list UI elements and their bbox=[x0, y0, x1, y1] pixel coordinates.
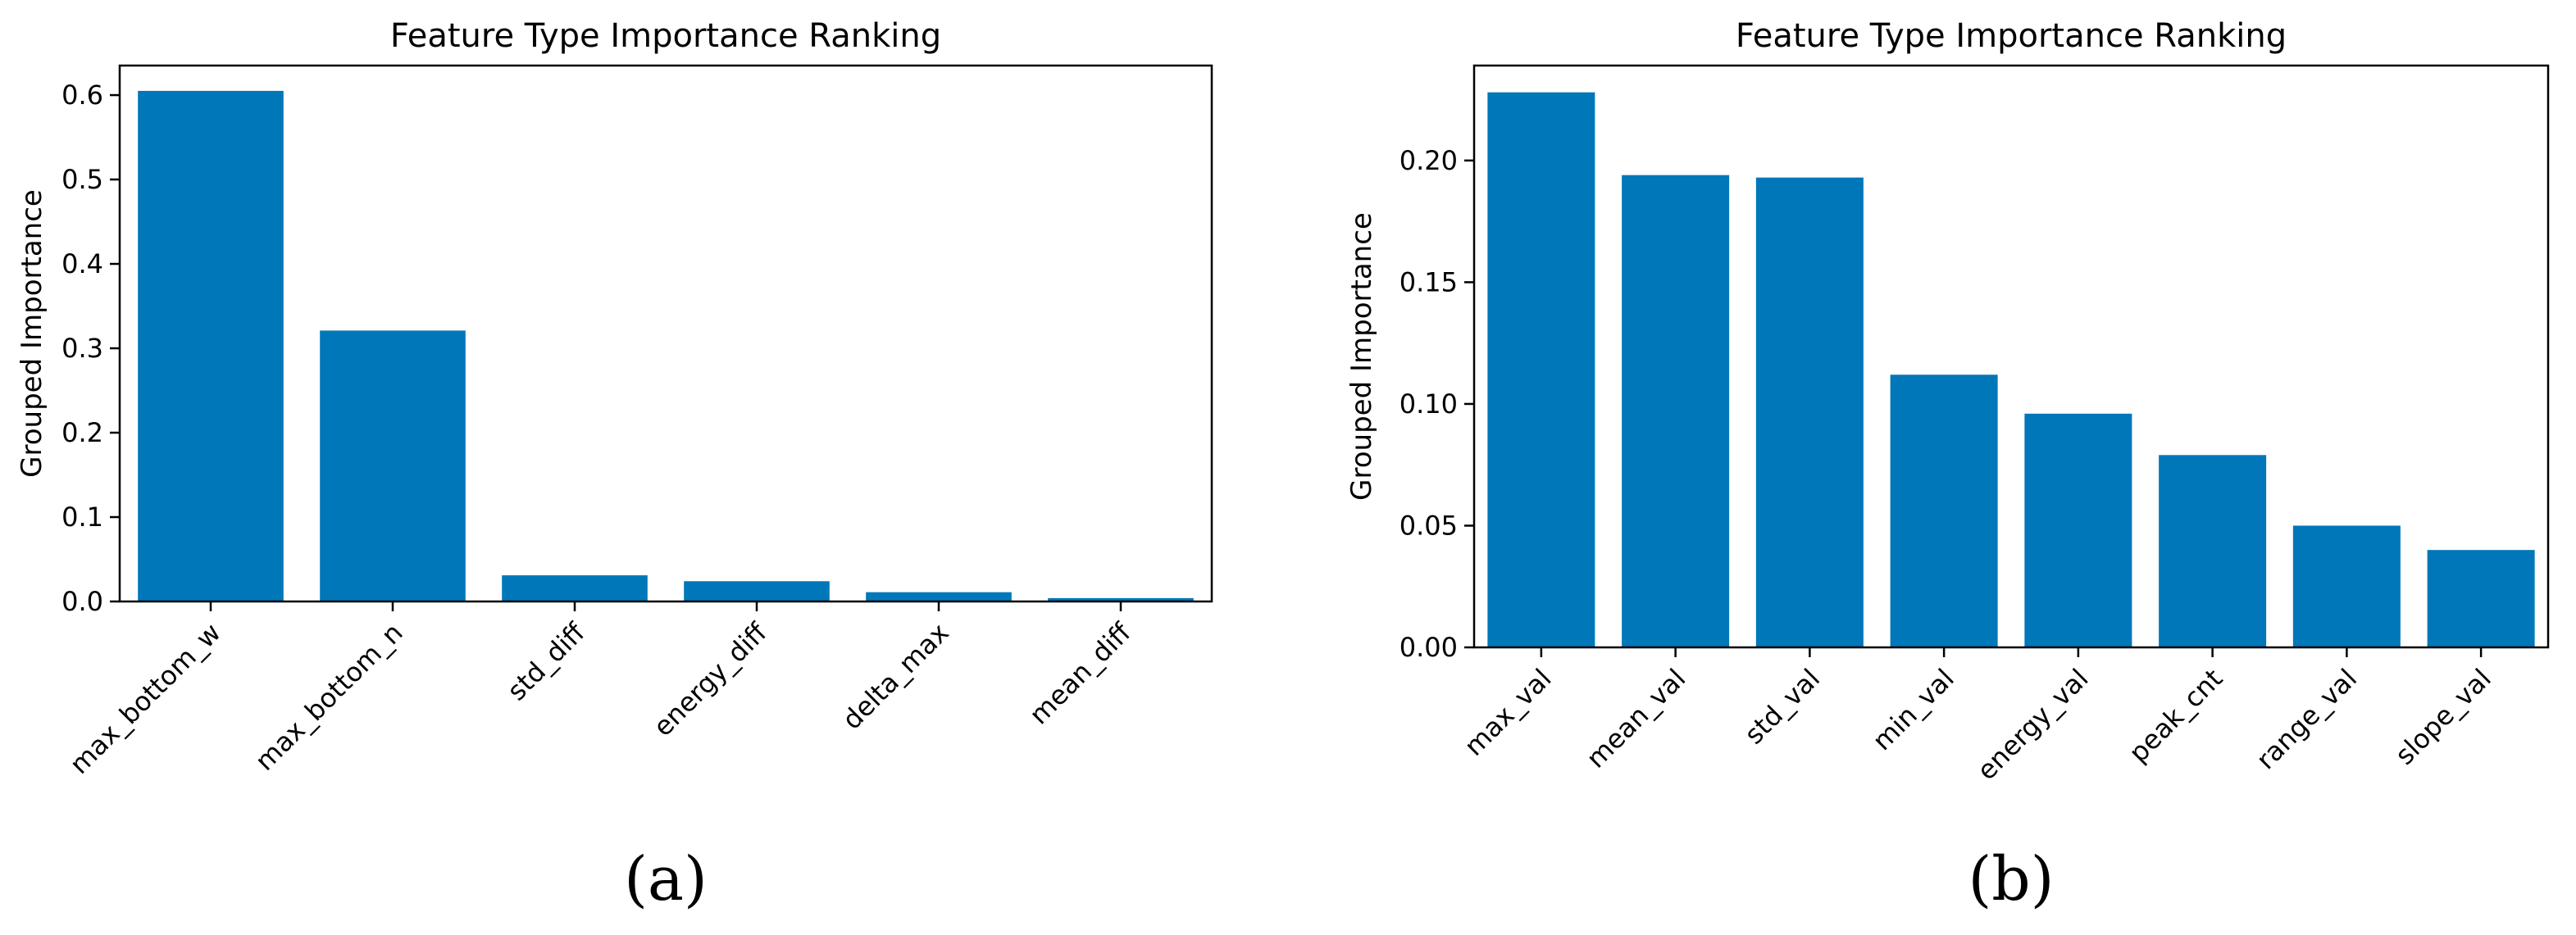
bar-delta_max bbox=[866, 592, 1012, 601]
plot-frame bbox=[118, 64, 1213, 603]
x-tick-label: max_bottom_w bbox=[64, 617, 227, 780]
bar-min_val bbox=[1890, 374, 1998, 647]
y-tick-label: 0.4 bbox=[61, 248, 103, 279]
chart-panel-a: 0.0 0.1 0.2 0.3 0.4 0.5 0.6 max_bottom_w max_bot… bbox=[16, 17, 1213, 915]
bar-max_bottom_w bbox=[138, 90, 284, 601]
chart-title: Feature Type Importance Ranking bbox=[1736, 17, 2287, 55]
bar-mean_val bbox=[1622, 175, 1730, 647]
x-tick-label: max_val bbox=[1459, 663, 1558, 762]
chart-title: Feature Type Importance Ranking bbox=[390, 17, 941, 55]
bar-energy_val bbox=[2024, 413, 2132, 647]
y-tick-label: 0.00 bbox=[1400, 632, 1458, 663]
bar-std_val bbox=[1755, 177, 1864, 648]
bar-std_diff bbox=[502, 575, 648, 601]
y-tick-label: 0.5 bbox=[61, 164, 103, 195]
y-tick-label: 0.3 bbox=[61, 333, 103, 364]
x-tick-label: min_val bbox=[1866, 663, 1959, 756]
plot-frame bbox=[1472, 64, 2550, 649]
y-tick-label: 0.2 bbox=[61, 417, 103, 448]
x-tick-label: peak_cnt bbox=[2123, 663, 2228, 769]
y-tick-label: 0.10 bbox=[1400, 388, 1458, 420]
x-tick-label: std_diff bbox=[501, 616, 591, 706]
y-tick-label: 0.20 bbox=[1400, 145, 1458, 176]
chart-panel-b: 0.00 0.05 0.10 0.15 0.20 max_val mean_val std_v… bbox=[1345, 17, 2550, 915]
y-tick-label: 0.6 bbox=[61, 79, 103, 111]
y-tick-label: 0.0 bbox=[61, 586, 103, 617]
bar-max_val bbox=[1487, 92, 1595, 647]
bar-range_val bbox=[2292, 525, 2401, 647]
y-tick-label: 0.15 bbox=[1400, 266, 1458, 297]
y-tick-label: 0.05 bbox=[1400, 510, 1458, 541]
x-tick-label: mean_diff bbox=[1023, 616, 1137, 730]
panel-label: (a) bbox=[624, 844, 708, 915]
x-tick-label: delta_max bbox=[836, 617, 955, 736]
bar-max_bottom_n bbox=[320, 330, 466, 601]
bar-slope_val bbox=[2427, 550, 2535, 647]
x-tick-label: range_val bbox=[2251, 663, 2364, 776]
x-tick-label: slope_val bbox=[2389, 663, 2497, 771]
x-tick-label: std_val bbox=[1738, 663, 1826, 751]
bar-energy_diff bbox=[684, 581, 830, 601]
x-tick-label: mean_val bbox=[1580, 663, 1691, 774]
x-tick-label: energy_val bbox=[1971, 663, 2095, 787]
panel-label: (b) bbox=[1968, 844, 2054, 915]
bar-mean_diff bbox=[1048, 597, 1194, 601]
y-axis-label: Grouped Importance bbox=[1345, 212, 1378, 501]
x-tick-label: energy_diff bbox=[647, 616, 773, 742]
x-tick-label: max_bottom_n bbox=[249, 617, 409, 777]
bar-peak_cnt bbox=[2159, 455, 2267, 647]
y-tick-label: 0.1 bbox=[61, 502, 103, 533]
y-axis-label: Grouped Importance bbox=[16, 189, 48, 478]
